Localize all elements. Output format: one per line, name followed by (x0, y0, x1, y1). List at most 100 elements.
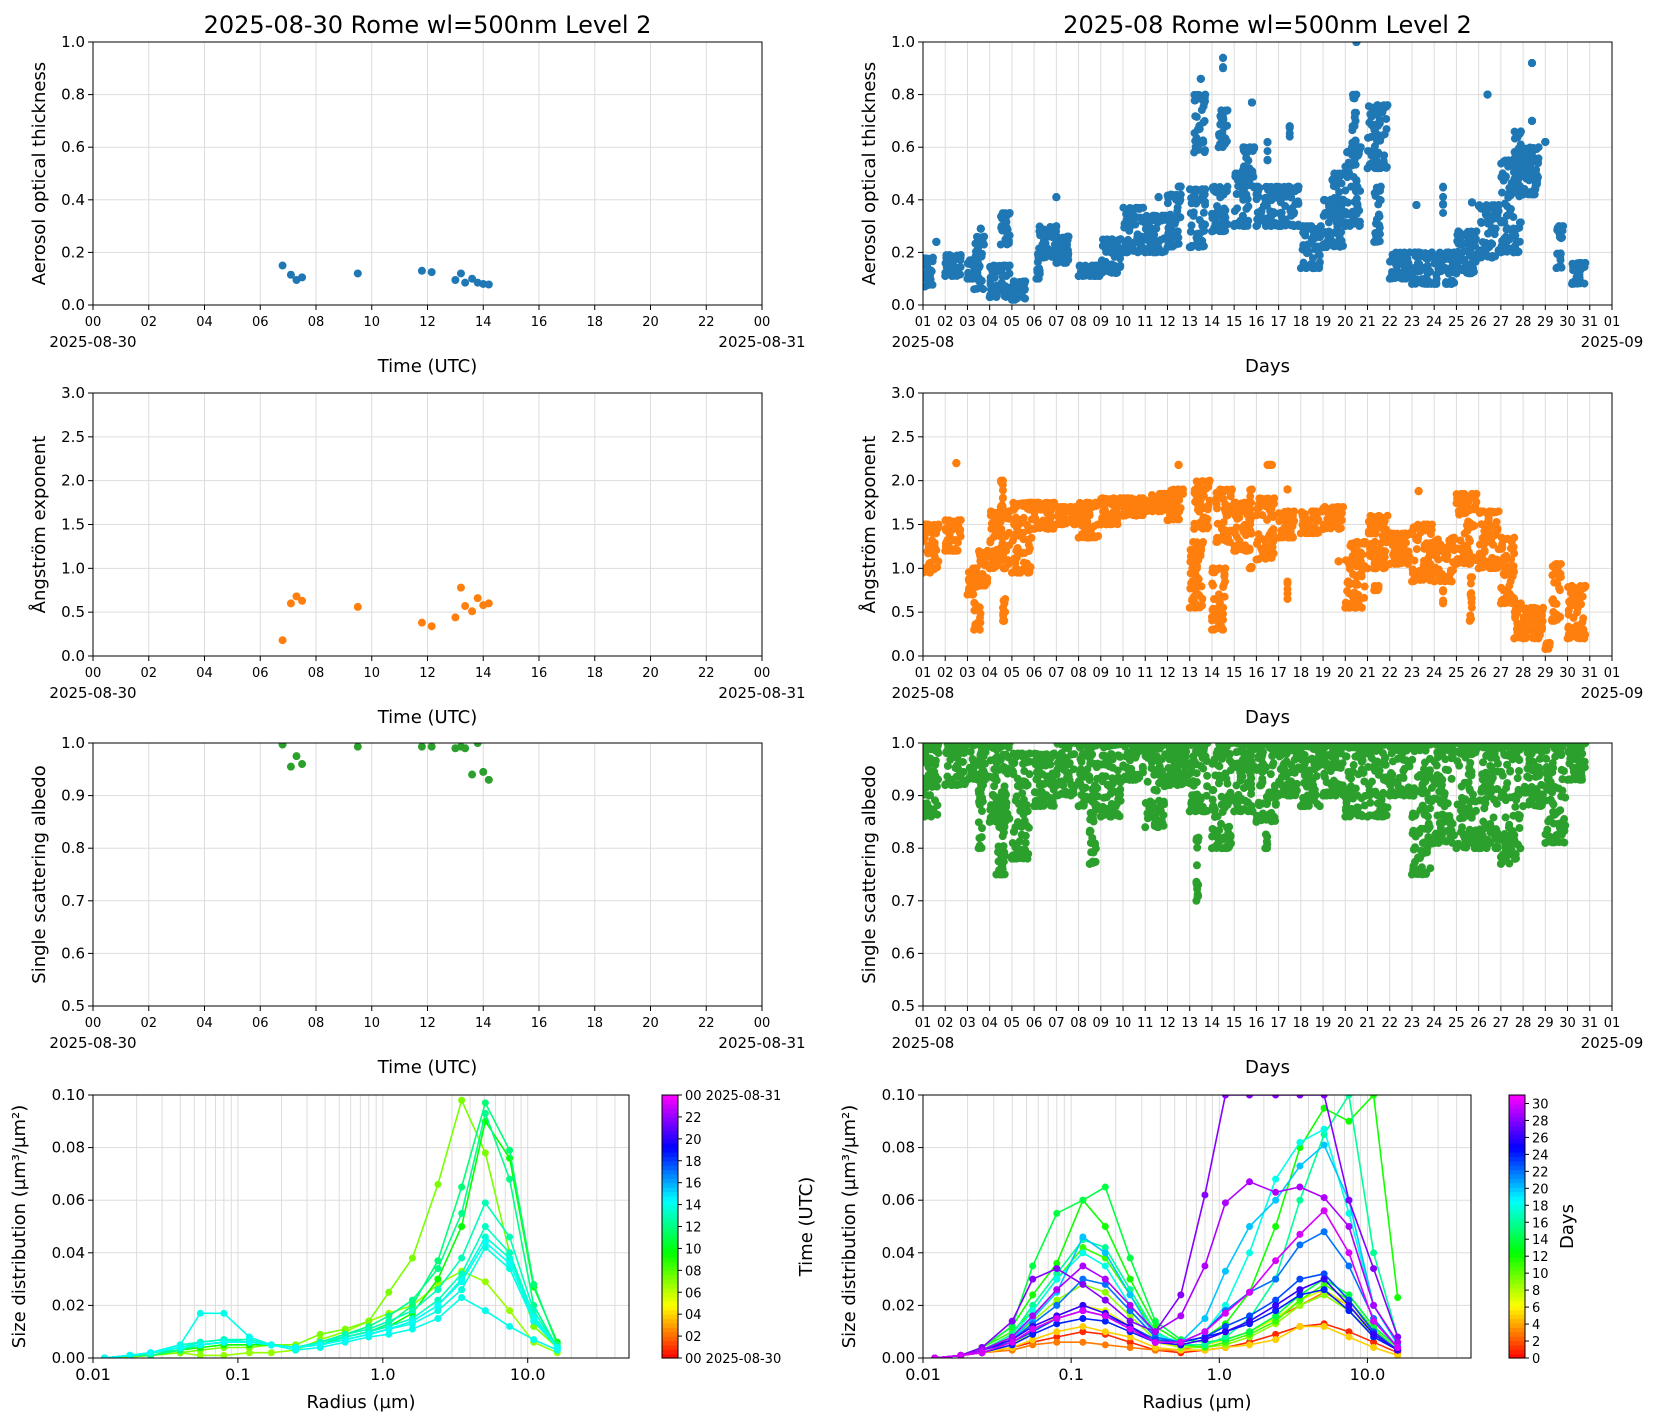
monthly-angstrom-point (1320, 503, 1329, 512)
monthly-angstrom-point (1109, 508, 1118, 517)
daily-angstrom-xtick-label: 02 (140, 666, 157, 681)
monthly-aot-point (985, 293, 994, 302)
monthly-angstrom-point (1030, 524, 1039, 533)
monthly-aot-point (1200, 197, 1209, 206)
monthly-angstrom-point (1205, 476, 1214, 485)
monthly-angstrom-ytick-label: 0.5 (891, 603, 915, 621)
daily-ssa-panel: 00 02 04 06 08 10 12 14 16 18 20 22 000.50.60.70.80.… (29, 734, 806, 1078)
monthly-aot-point (1274, 183, 1283, 192)
monthly-ssa-point (1020, 816, 1029, 825)
monthly-aot-point (1046, 232, 1055, 241)
monthly-aot-point (1385, 274, 1394, 283)
daily-aot-xtick-label: 16 (531, 315, 548, 330)
monthly-aot-point (1376, 182, 1385, 191)
monthly-aot-point (1285, 189, 1294, 198)
monthly-aot-xtick-label: 27 (1493, 315, 1510, 330)
monthly-aot-point (1337, 236, 1346, 245)
monthly-aot-point (1500, 199, 1509, 208)
monthly-aot-point (1213, 202, 1222, 211)
monthly-aot-xtick-label: 08 (1070, 315, 1087, 330)
monthly-ssa-point (1031, 756, 1040, 765)
daily-angstrom-point (484, 599, 493, 608)
monthly-aot-point (1364, 102, 1373, 111)
monthly-angstrom-point (1214, 594, 1223, 603)
daily-angstrom-point (298, 596, 307, 605)
monthly-angstrom-point (1186, 552, 1195, 561)
monthly-aot-point (1261, 200, 1270, 209)
monthly-angstrom-point (1254, 536, 1263, 545)
monthly-aot-point (1033, 266, 1042, 275)
monthly-aot-point (1581, 258, 1590, 267)
monthly-aot-point (1350, 108, 1359, 117)
monthly-aot-point (1516, 218, 1525, 227)
monthly-angstrom-point (1002, 546, 1011, 555)
monthly-angstrom-point (1053, 512, 1062, 521)
daily-angstrom-point (451, 613, 460, 622)
monthly-angstrom-point (995, 518, 1004, 527)
monthly-angstrom-point (1360, 582, 1369, 591)
monthly-angstrom-point (1246, 526, 1255, 535)
monthly-aot-point (1064, 232, 1073, 241)
monthly-angstrom-point (1059, 520, 1068, 529)
monthly-angstrom-point (1563, 634, 1572, 643)
monthly-angstrom-point (1569, 613, 1578, 622)
daily-ssa-point (427, 743, 436, 751)
monthly-angstrom-xtick-label: 15 (1226, 666, 1243, 681)
monthly-aot-ytick-label: 0.0 (891, 296, 915, 314)
monthly-ssa-point (977, 824, 986, 833)
monthly-aot-point (951, 263, 960, 272)
daily-aot-ytick-label: 0.8 (61, 86, 85, 104)
monthly-angstrom-point (1173, 502, 1182, 511)
monthly-aot-point (1326, 232, 1335, 241)
monthly-angstrom-point (1580, 634, 1589, 643)
monthly-aot-point (1484, 229, 1493, 238)
monthly-angstrom-point (1436, 577, 1445, 586)
monthly-aot-point (1223, 182, 1232, 191)
monthly-aot-xtick-label: 01 (1604, 315, 1621, 330)
monthly-aot-xtick-label: 12 (1159, 315, 1176, 330)
monthly-aot-point (1294, 182, 1303, 191)
monthly-aot-point (1353, 182, 1362, 191)
monthly-angstrom-point (1232, 532, 1241, 541)
monthly-angstrom-point (1227, 485, 1236, 494)
monthly-angstrom-point (1009, 505, 1018, 514)
monthly-aot-point (1374, 210, 1383, 219)
monthly-aot-point (1052, 193, 1061, 202)
monthly-angstrom-xstart-label: 2025-08 (892, 684, 955, 702)
monthly-aot-point (1004, 239, 1013, 248)
monthly-aot-point (1374, 109, 1383, 118)
monthly-angstrom-point (1477, 507, 1486, 516)
monthly-aot-point (1291, 200, 1300, 209)
monthly-ssa-point (943, 761, 952, 770)
monthly-aot-point (1200, 117, 1209, 126)
daily-angstrom-ytick-label: 0.5 (61, 603, 85, 621)
daily-aot-xtick-label: 04 (196, 315, 213, 330)
monthly-angstrom-point (1466, 579, 1475, 588)
monthly-angstrom-point (1011, 559, 1020, 568)
monthly-angstrom-point (1432, 540, 1441, 549)
monthly-ssa-point (923, 748, 928, 757)
monthly-aot-point (1208, 183, 1217, 192)
monthly-aot-point (1421, 249, 1430, 258)
monthly-aot-point (1190, 96, 1199, 105)
monthly-angstrom-point (1288, 522, 1297, 531)
monthly-angstrom-xtick-label: 01 (915, 666, 932, 681)
monthly-aot-point (1484, 252, 1493, 261)
monthly-angstrom-point (1493, 526, 1502, 535)
monthly-aot-point (1222, 137, 1231, 146)
monthly-aot-point (1373, 137, 1382, 146)
monthly-aot-point (1463, 227, 1472, 236)
monthly-angstrom-point (974, 581, 983, 590)
daily-angstrom-point (473, 594, 482, 603)
monthly-angstrom-panel: 01 02 03 04 05 06 07 08 09 10 11 12 13 14 15 16 17 18 19 20… (858, 384, 1643, 728)
monthly-aot-point (928, 280, 937, 289)
monthly-angstrom-xtick-label: 11 (1137, 666, 1154, 681)
daily-aot-ytick-label: 1.0 (61, 33, 85, 51)
monthly-aot-point (1559, 222, 1568, 231)
monthly-angstrom-xtick-label: 16 (1248, 666, 1265, 681)
monthly-ssa-point (992, 870, 1001, 879)
monthly-aot-point (1347, 143, 1356, 152)
monthly-aot-point (1252, 222, 1261, 231)
monthly-angstrom-point (1353, 538, 1362, 547)
monthly-angstrom-xtick-label: 23 (1404, 666, 1421, 681)
